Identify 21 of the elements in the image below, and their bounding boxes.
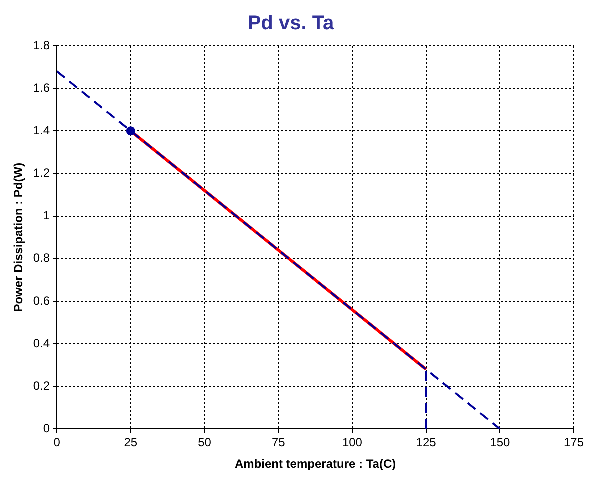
y-tick-label: 0.6 (33, 294, 50, 308)
y-tick-label: 1.4 (33, 123, 50, 138)
x-tick-label: 75 (272, 436, 286, 450)
y-tick-label: 1.2 (33, 166, 50, 180)
y-tick-label: 0.2 (33, 378, 50, 393)
y-tick-label: 1.8 (33, 38, 50, 52)
y-axis-title: Power Dissipation : Pd(W) (12, 162, 26, 312)
y-tick-label: 0 (43, 422, 50, 436)
x-tick-label: 125 (416, 436, 437, 450)
y-tick-label: 0.8 (33, 251, 50, 266)
y-tick-label: 1.6 (33, 80, 50, 95)
x-tick-label: 150 (490, 436, 510, 450)
chart-title: Pd vs. Ta (248, 12, 336, 35)
y-tick-label: 0.4 (33, 336, 50, 350)
y-tick-label: 1 (43, 208, 50, 223)
x-axis-title: Ambient temperature : Ta(C) (234, 457, 396, 472)
x-tick-label: 50 (198, 436, 212, 450)
x-tick-label: 175 (564, 436, 584, 450)
x-tick-label: 25 (124, 436, 138, 450)
x-tick-label: 0 (54, 436, 61, 450)
x-tick-label: 100 (342, 436, 363, 450)
